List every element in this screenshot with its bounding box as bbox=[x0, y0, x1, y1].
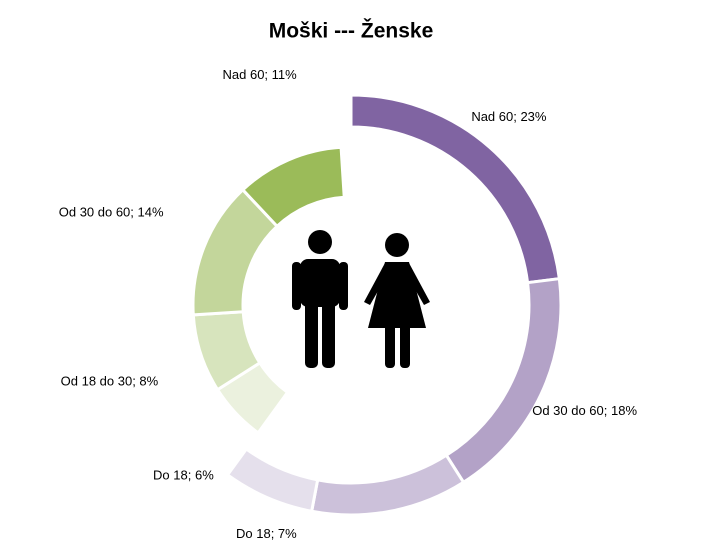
female-icon bbox=[364, 233, 430, 368]
slice bbox=[444, 277, 563, 485]
slice bbox=[225, 446, 320, 514]
slice bbox=[240, 145, 346, 229]
data-label: Od 18 do 30; 8% bbox=[61, 374, 159, 389]
data-label: Od 30 do 60; 18% bbox=[532, 403, 637, 418]
data-label: Nad 60; 11% bbox=[223, 67, 298, 82]
data-label: Nad 60; 23% bbox=[471, 109, 547, 124]
chart-title: Moški --- Ženske bbox=[269, 19, 434, 43]
male-icon bbox=[292, 230, 348, 368]
data-label: Do 18; 7% bbox=[236, 526, 297, 541]
data-label: Do 18; 6% bbox=[153, 468, 214, 483]
slice bbox=[309, 453, 466, 517]
data-label: Od 30 do 60; 14% bbox=[59, 204, 164, 219]
